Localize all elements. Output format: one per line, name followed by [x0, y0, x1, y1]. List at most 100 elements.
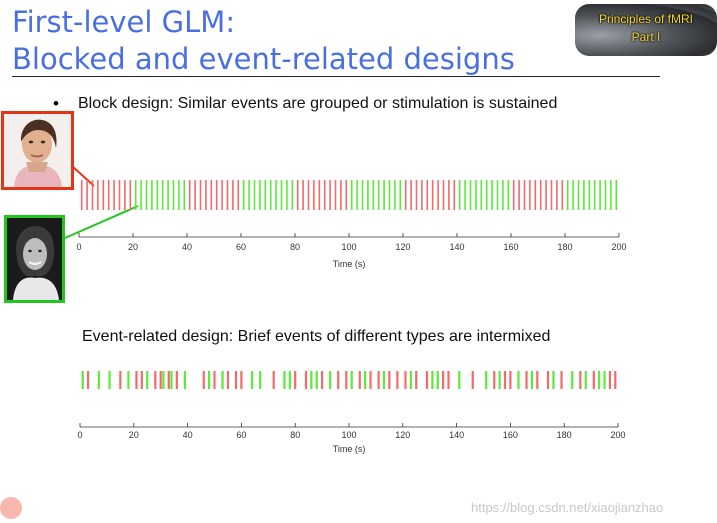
- block-design-condition-a-event: [232, 180, 234, 210]
- block-design-condition-a-event: [431, 180, 434, 210]
- block-design-tick-label: 60: [236, 242, 246, 252]
- block-design-tick-label: 140: [449, 242, 464, 252]
- block-design-condition-a-event: [437, 180, 439, 210]
- block-design-condition-b-event: [350, 180, 353, 210]
- event-related-design-condition-a-event: [388, 371, 391, 389]
- event-related-design-condition-a-event: [140, 371, 143, 389]
- event-related-design-condition-b-event: [350, 371, 353, 389]
- event-related-design-condition-a-event: [579, 371, 582, 389]
- block-design-condition-a-event: [453, 180, 456, 210]
- block-design-condition-b-event: [151, 180, 153, 210]
- event-related-design-condition-a-event: [592, 371, 595, 389]
- block-design-tick-label: 100: [341, 242, 356, 252]
- event-related-design-condition-b-event: [485, 371, 488, 389]
- event-related-design-condition-b-event: [458, 371, 461, 389]
- event-related-design-condition-a-event: [345, 371, 348, 389]
- block-design-condition-a-event: [205, 180, 207, 210]
- block-design-condition-b-event: [507, 180, 510, 210]
- block-design-condition-b-event: [502, 180, 504, 210]
- block-design-condition-a-event: [302, 180, 304, 210]
- block-design-condition-b-event: [491, 180, 493, 210]
- block-design-heading: Block design: Similar events are grouped…: [78, 95, 558, 112]
- block-design-condition-a-event: [210, 180, 213, 210]
- block-design-condition-a-event: [124, 180, 126, 210]
- block-design-condition-a-event: [518, 180, 520, 210]
- event-related-design-condition-a-event: [226, 371, 230, 389]
- event-related-design-condition-b-event: [315, 371, 318, 389]
- event-related-design-condition-a-event: [546, 371, 550, 389]
- event-related-design-condition-b-event: [81, 371, 84, 389]
- block-design-condition-b-event: [134, 180, 137, 210]
- block-design-condition-b-event: [161, 180, 164, 210]
- event-related-design-tick-label: 180: [557, 430, 572, 440]
- event-related-design-condition-a-event: [447, 371, 450, 389]
- block-design-condition-a-event: [529, 180, 531, 210]
- block-design-condition-a-event: [340, 180, 342, 210]
- block-design-tick-label: 40: [182, 242, 192, 252]
- block-design-condition-a-event: [410, 180, 412, 210]
- block-design-chart: 0 20 40 60 80 100 120 140 160 180 200 Time (s): [76, 180, 627, 269]
- block-design-condition-b-event: [593, 180, 596, 210]
- block-design-tick-label: 0: [76, 242, 81, 252]
- event-related-design-condition-a-event: [369, 371, 372, 389]
- event-related-design-condition-b-event: [517, 371, 520, 389]
- block-design-condition-b-event: [264, 180, 267, 210]
- course-badge: Principles of fMRI Part I: [575, 4, 717, 56]
- block-design-condition-b-event: [588, 180, 591, 210]
- block-design-condition-b-event: [269, 180, 272, 210]
- event-related-design-condition-a-event: [321, 371, 324, 389]
- block-design-condition-b-event: [140, 180, 142, 210]
- event-related-design-condition-b-event: [127, 371, 130, 389]
- block-design-condition-b-event: [485, 180, 488, 210]
- block-design-condition-b-event: [388, 180, 391, 210]
- event-related-design-condition-b-event: [259, 371, 262, 389]
- block-design-condition-a-event: [215, 180, 218, 210]
- block-design-condition-a-event: [561, 180, 564, 210]
- event-related-design-condition-a-event: [358, 371, 361, 389]
- block-design-condition-b-event: [469, 180, 472, 210]
- event-related-design-condition-b-event: [364, 371, 367, 389]
- block-design-condition-a-event: [345, 180, 348, 210]
- block-design-condition-a-event: [523, 180, 526, 210]
- event-related-design-tick-label: 80: [290, 430, 300, 440]
- block-design-condition-b-event: [172, 180, 175, 210]
- block-design-condition-b-event: [566, 180, 569, 210]
- event-related-design-condition-a-event: [154, 371, 157, 389]
- block-design-condition-b-event: [286, 180, 288, 210]
- event-related-design-condition-b-event: [409, 371, 412, 389]
- event-related-design-condition-a-event: [135, 371, 138, 389]
- event-related-design-condition-a-event: [272, 371, 275, 389]
- title-line-2: Blocked and event-related designs: [12, 42, 515, 76]
- block-design-condition-a-event: [556, 180, 558, 210]
- block-design-condition-b-event: [145, 180, 148, 210]
- block-design-tick-label: 20: [128, 242, 138, 252]
- block-design-condition-a-event: [86, 180, 88, 210]
- block-design-tick-label: 80: [290, 242, 300, 252]
- event-related-design-condition-a-event: [536, 371, 539, 389]
- event-related-design-condition-a-event: [560, 371, 563, 389]
- event-related-design-condition-a-event: [525, 371, 528, 389]
- block-design-condition-b-event: [280, 180, 283, 210]
- block-design-condition-a-event: [313, 180, 315, 210]
- face-portrait-bw: [7, 218, 62, 300]
- block-design-condition-a-event: [188, 180, 191, 210]
- block-design-condition-b-event: [394, 180, 396, 210]
- event-related-design-condition-a-event: [240, 371, 243, 389]
- block-design-condition-a-event: [221, 180, 223, 210]
- block-design-condition-b-event: [259, 180, 261, 210]
- event-related-design-tick-label: 140: [449, 430, 464, 440]
- event-related-design-condition-a-event: [396, 371, 399, 389]
- block-design-condition-b-event: [361, 180, 364, 210]
- event-related-design-condition-a-event: [377, 371, 380, 389]
- block-design-condition-b-event: [475, 180, 477, 210]
- event-related-design-tick-label: 40: [183, 430, 193, 440]
- block-design-tick-label: 180: [557, 242, 572, 252]
- block-design-condition-a-event: [97, 180, 99, 210]
- event-related-design-condition-a-event: [415, 371, 418, 389]
- block-design-condition-b-event: [577, 180, 580, 210]
- block-design-condition-a-event: [318, 180, 321, 210]
- event-related-design-condition-b-event: [288, 371, 291, 389]
- title-divider: [12, 76, 660, 77]
- block-design-condition-a-event: [334, 180, 337, 210]
- event-related-design-tick-label: 200: [610, 430, 625, 440]
